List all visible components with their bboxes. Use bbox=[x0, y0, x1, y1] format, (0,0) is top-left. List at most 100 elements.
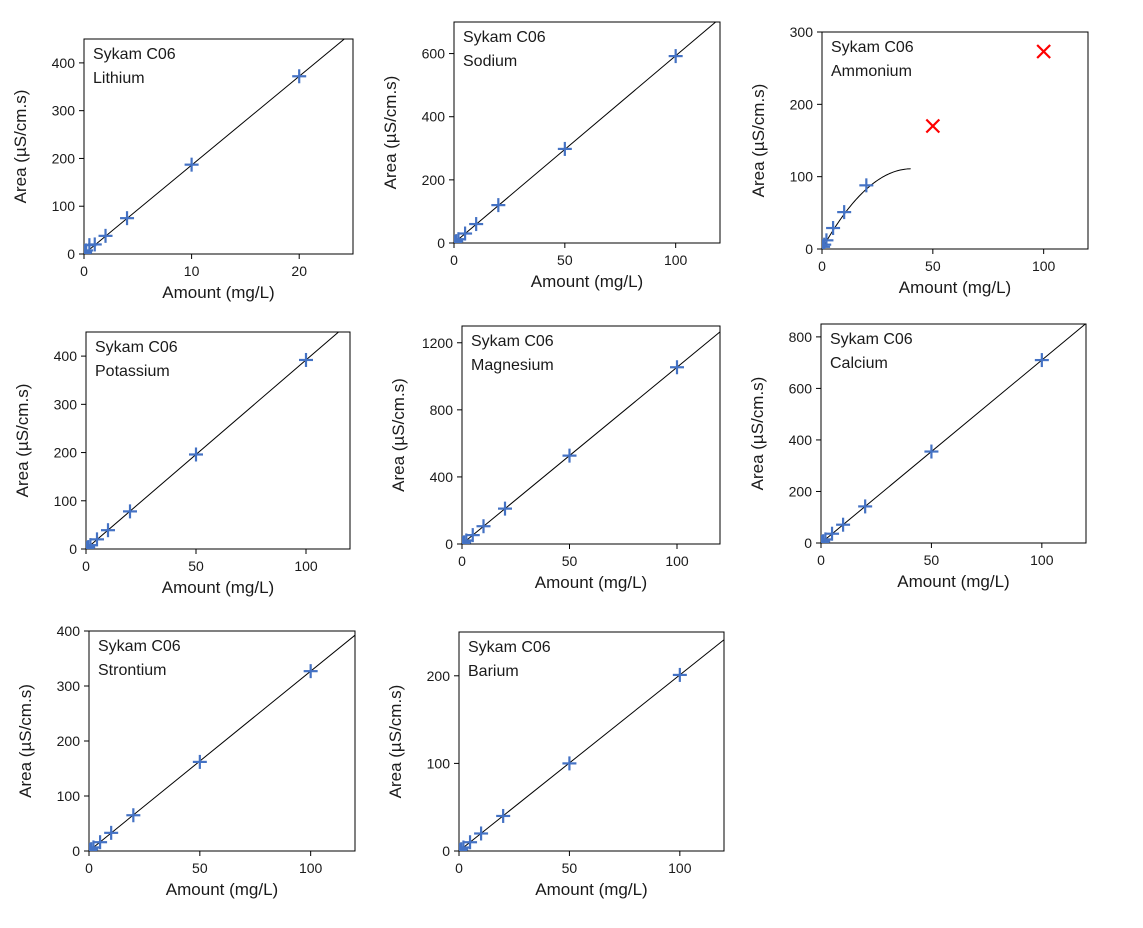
analyte-label: Barium bbox=[468, 663, 519, 680]
instrument-label: Sykam C06 bbox=[93, 46, 176, 63]
y-tick-label: 100 bbox=[790, 169, 814, 185]
chart-panel: 0 50 100 0 100 200 Amount (mg/L) Area (µS/cm.s)… bbox=[386, 631, 725, 899]
instrument-label: Sykam C06 bbox=[463, 29, 546, 46]
x-tick-label: 100 bbox=[1030, 552, 1054, 568]
plot-frame bbox=[821, 31, 1089, 250]
x-tick-label: 100 bbox=[1032, 258, 1056, 274]
x-axis-label: Amount (mg/L) bbox=[162, 283, 274, 302]
instrument-label: Sykam C06 bbox=[471, 333, 554, 350]
chart-panel: 0 50 100 0 100 200 300 400 Amount (mg/L) Area (µS… bbox=[13, 331, 351, 597]
y-axis-label: Area (µS/cm.s) bbox=[386, 685, 405, 799]
chart-panel: 0 50 100 0 200 400 600 800 Amount (mg/L) Area (µS… bbox=[748, 323, 1087, 591]
y-tick-label: 100 bbox=[54, 493, 78, 509]
y-tick-label: 300 bbox=[790, 24, 814, 40]
data-point bbox=[98, 228, 113, 243]
data-point bbox=[924, 444, 939, 459]
y-tick-label: 600 bbox=[422, 46, 446, 62]
y-tick-label: 100 bbox=[57, 788, 81, 804]
data-point bbox=[822, 239, 831, 249]
y-tick-label: 100 bbox=[427, 755, 451, 771]
data-point bbox=[93, 835, 108, 850]
data-point bbox=[89, 842, 99, 851]
data-point bbox=[299, 352, 313, 367]
x-axis-label: Amount (mg/L) bbox=[899, 278, 1011, 297]
y-axis-label: Area (µS/cm.s) bbox=[748, 377, 767, 491]
data-point bbox=[837, 205, 852, 220]
chart-panel: 0 50 100 0 400 800 1200 Amount (mg/L) Area (µS/c… bbox=[389, 325, 721, 592]
plot-area bbox=[84, 39, 346, 254]
data-point bbox=[463, 835, 478, 850]
plot-area bbox=[86, 332, 340, 549]
y-tick-label: 0 bbox=[442, 843, 450, 859]
data-point bbox=[668, 49, 683, 64]
outlier-point-b bbox=[1036, 44, 1051, 59]
x-tick-label: 100 bbox=[664, 252, 688, 268]
data-point bbox=[859, 178, 874, 193]
y-tick-label: 0 bbox=[805, 241, 813, 257]
outlier-point bbox=[925, 118, 941, 134]
chart-panel: 0 50 100 0 100 200 300 Amount (mg/L) Area (µS/cm… bbox=[749, 24, 1089, 297]
data-point bbox=[123, 504, 137, 519]
instrument-label: Sykam C06 bbox=[98, 638, 181, 655]
y-tick-label: 400 bbox=[54, 348, 78, 364]
y-tick-label: 0 bbox=[804, 535, 812, 551]
x-tick-label: 0 bbox=[458, 553, 466, 569]
y-tick-label: 300 bbox=[54, 396, 78, 412]
x-tick-label: 20 bbox=[291, 263, 307, 279]
y-tick-label: 0 bbox=[437, 235, 445, 251]
data-point bbox=[90, 532, 104, 547]
data-point bbox=[672, 667, 687, 682]
analyte-label: Magnesium bbox=[471, 357, 554, 374]
data-point bbox=[462, 535, 472, 544]
x-axis-label: Amount (mg/L) bbox=[531, 272, 643, 291]
analyte-label: Lithium bbox=[93, 70, 145, 87]
x-tick-label: 100 bbox=[299, 860, 323, 876]
y-tick-label: 800 bbox=[430, 402, 454, 418]
data-point bbox=[562, 448, 577, 463]
x-tick-label: 0 bbox=[818, 258, 826, 274]
x-tick-label: 50 bbox=[192, 860, 208, 876]
data-point bbox=[469, 217, 484, 232]
y-tick-label: 800 bbox=[789, 329, 813, 345]
y-tick-label: 600 bbox=[789, 380, 813, 396]
y-tick-label: 0 bbox=[445, 536, 453, 552]
y-tick-label: 100 bbox=[52, 198, 76, 214]
data-point bbox=[825, 526, 840, 541]
plot-area bbox=[462, 331, 720, 544]
x-tick-label: 100 bbox=[668, 860, 692, 876]
analyte-label: Calcium bbox=[830, 355, 888, 372]
x-tick-label: 50 bbox=[925, 258, 941, 274]
x-tick-label: 0 bbox=[817, 552, 825, 568]
data-point bbox=[465, 528, 480, 543]
data-point bbox=[496, 808, 511, 823]
y-axis-label: Area (µS/cm.s) bbox=[381, 76, 400, 190]
outlier-point-b bbox=[925, 118, 941, 134]
data-point bbox=[126, 808, 141, 823]
x-tick-label: 0 bbox=[80, 263, 88, 279]
y-tick-label: 400 bbox=[789, 432, 813, 448]
data-point bbox=[189, 447, 203, 462]
y-axis-label: Area (µS/cm.s) bbox=[11, 90, 30, 204]
data-point bbox=[192, 754, 207, 769]
y-tick-label: 300 bbox=[57, 678, 81, 694]
x-tick-label: 0 bbox=[455, 860, 463, 876]
x-axis-label: Amount (mg/L) bbox=[535, 880, 647, 899]
data-point bbox=[498, 501, 512, 516]
x-tick-label: 50 bbox=[562, 553, 578, 569]
y-tick-label: 200 bbox=[422, 172, 446, 188]
x-axis-label: Amount (mg/L) bbox=[162, 578, 274, 597]
x-tick-label: 0 bbox=[82, 558, 90, 574]
y-tick-label: 400 bbox=[422, 109, 446, 125]
y-axis-label: Area (µS/cm.s) bbox=[16, 684, 35, 798]
instrument-label: Sykam C06 bbox=[831, 39, 914, 56]
instrument-label: Sykam C06 bbox=[95, 339, 178, 356]
x-tick-label: 0 bbox=[85, 860, 93, 876]
y-tick-label: 300 bbox=[52, 103, 76, 119]
data-point bbox=[184, 157, 199, 172]
x-tick-label: 50 bbox=[557, 252, 573, 268]
outlier-point bbox=[1036, 44, 1051, 59]
data-point bbox=[120, 211, 135, 226]
data-point bbox=[303, 664, 318, 679]
y-tick-label: 0 bbox=[69, 541, 77, 557]
data-point bbox=[836, 517, 851, 532]
